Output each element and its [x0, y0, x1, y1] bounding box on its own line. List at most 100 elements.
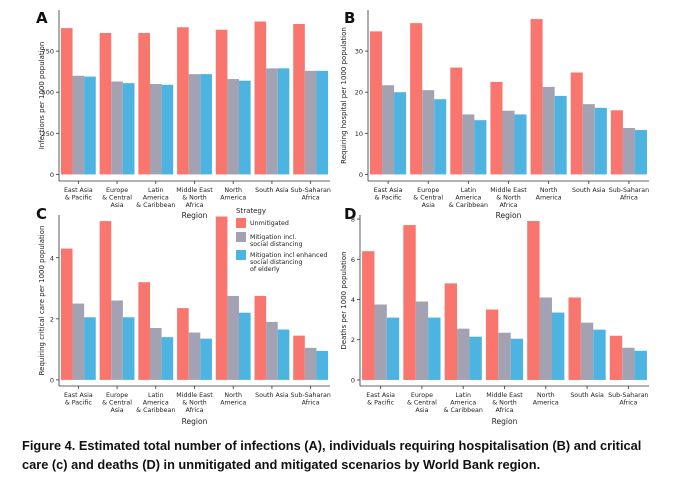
x-tick-label-line: North — [537, 392, 555, 399]
bar — [634, 130, 647, 175]
y-axis-title: Requiring hospital per 1000 population — [340, 27, 348, 164]
x-tick-label-line: & Central — [102, 195, 132, 202]
x-tick-label: Latin America & Caribbean — [136, 187, 175, 209]
bar — [138, 282, 150, 380]
x-tick-label-line: & Caribbean — [136, 407, 175, 414]
bar — [510, 338, 524, 380]
x-tick-label-line: Africa — [619, 400, 637, 407]
y-tick-label: 4 — [351, 296, 355, 304]
x-tick-label-line: Europe — [411, 392, 433, 399]
bar — [450, 67, 463, 175]
y-axis-title: Deaths per 1000 population — [340, 251, 348, 349]
bar — [177, 27, 189, 175]
x-tick-label-line: Latin — [148, 187, 164, 194]
legend-item-label: Mitigation incl enhanced social distancin… — [250, 252, 327, 273]
bar — [542, 86, 555, 175]
legend-item-label: Unmitigated — [250, 220, 289, 227]
x-tick-label: Latin America & Caribbean — [444, 392, 483, 414]
x-axis-title: Region — [182, 417, 208, 426]
bar — [177, 308, 189, 380]
x-tick-label-line: Middle East — [490, 187, 527, 194]
x-tick-label: Middle East & North Africa — [176, 392, 213, 414]
x-tick-label-line: Asia — [110, 202, 123, 209]
x-tick-label-line: South Asia — [255, 187, 289, 194]
x-tick-label-line: Middle East — [486, 392, 523, 399]
x-tick-label-line: East Asia — [366, 392, 395, 399]
bar — [593, 329, 606, 380]
panel-a: A Infections per 1000 population 0 250 500 75… — [36, 9, 331, 220]
bar — [84, 317, 96, 380]
x-tick-label-line: Africa — [186, 202, 204, 209]
bar — [434, 99, 447, 175]
x-axis-title: Region — [182, 211, 208, 220]
x-tick-label-line: & Pacific — [375, 195, 402, 202]
bar — [149, 327, 162, 380]
x-tick-label-line: America — [450, 400, 476, 407]
x-tick-label-line: & Caribbean — [449, 202, 488, 209]
x-tick-label: Middle East & North Africa — [490, 187, 527, 209]
panel-label: B — [344, 9, 355, 27]
figure-caption: Figure 4. Estimated total number of infe… — [22, 438, 642, 472]
panel-c: C Requiring critical care per 1000 popula… — [36, 205, 331, 426]
x-tick-label-line: & Caribbean — [444, 407, 483, 414]
bar — [469, 336, 482, 380]
x-tick-label-line: Middle East — [176, 392, 213, 399]
bar — [188, 332, 201, 380]
x-tick-label-line: South Asia — [570, 392, 604, 399]
panel-d: D Deaths per 1000 population 0 2 4 6 8 East Asi… — [340, 205, 649, 426]
x-tick-label-line: Africa — [500, 202, 518, 209]
x-tick-label-line: America — [143, 400, 169, 407]
x-tick-label-line: & Caribbean — [136, 202, 175, 209]
x-tick-label-line: North — [224, 187, 242, 194]
legend-item-label: Mitigation incl. social distancing — [250, 234, 303, 248]
y-tick-label: 0 — [351, 376, 355, 384]
x-tick-label-line: Sub-Saharan — [609, 187, 649, 194]
x-tick-label-line: East Asia — [64, 187, 93, 194]
x-tick-label-line: & Pacific — [65, 400, 92, 407]
y-tick-label: 10 — [355, 130, 363, 138]
y-tick-label: 2 — [351, 336, 355, 344]
x-tick-label: Sub-Saharan Africa — [290, 392, 330, 407]
x-tick-label-line: Africa — [620, 195, 638, 202]
bar — [410, 23, 423, 175]
x-tick-label-line: & Pacific — [367, 400, 394, 407]
bar — [362, 251, 375, 380]
bar — [444, 283, 458, 380]
x-tick-label-line: & North — [492, 400, 517, 407]
bar — [227, 79, 240, 175]
x-tick-label: Europe & Central Asia — [407, 392, 437, 414]
x-tick-label-line: Latin — [148, 392, 164, 399]
bar — [502, 110, 515, 175]
bar — [277, 329, 290, 380]
y-tick-label: 750 — [42, 48, 54, 56]
x-tick-label: Middle East & North Africa — [176, 187, 213, 209]
x-tick-label-line: & Central — [102, 400, 132, 407]
bar — [403, 225, 416, 380]
x-tick-label: South Asia — [570, 392, 604, 399]
x-tick-label: South Asia — [572, 187, 606, 194]
x-tick-label-line: Sub-Saharan — [290, 392, 330, 399]
figure-4-charts: A Infections per 1000 population 0 250 500 75… — [36, 9, 649, 426]
x-tick-label: North America — [220, 187, 246, 202]
bar — [227, 295, 240, 380]
x-tick-label-line: & North — [182, 195, 207, 202]
x-tick-label: Sub-Saharan Africa — [608, 392, 648, 407]
y-axis-title: Infections per 1000 population — [38, 42, 46, 150]
bar — [527, 221, 540, 380]
x-tick-label: East Asia & Pacific — [374, 187, 403, 202]
bar — [266, 68, 278, 175]
x-tick-label: Europe & Central Asia — [102, 187, 132, 209]
bar — [72, 75, 85, 175]
x-tick-label-line: Sub-Saharan — [608, 392, 648, 399]
x-tick-label: North America — [533, 392, 559, 407]
y-tick-label: 4 — [50, 254, 54, 262]
bar — [304, 347, 317, 380]
legend-title: Strategy — [236, 207, 266, 215]
x-tick-label-line: Asia — [110, 407, 123, 414]
x-tick-label-line: & Central — [407, 400, 437, 407]
y-tick-label: 8 — [351, 216, 355, 224]
x-tick-label-line: Latin — [461, 187, 477, 194]
x-tick-label-line: America — [220, 195, 246, 202]
legend-swatch — [236, 232, 246, 242]
